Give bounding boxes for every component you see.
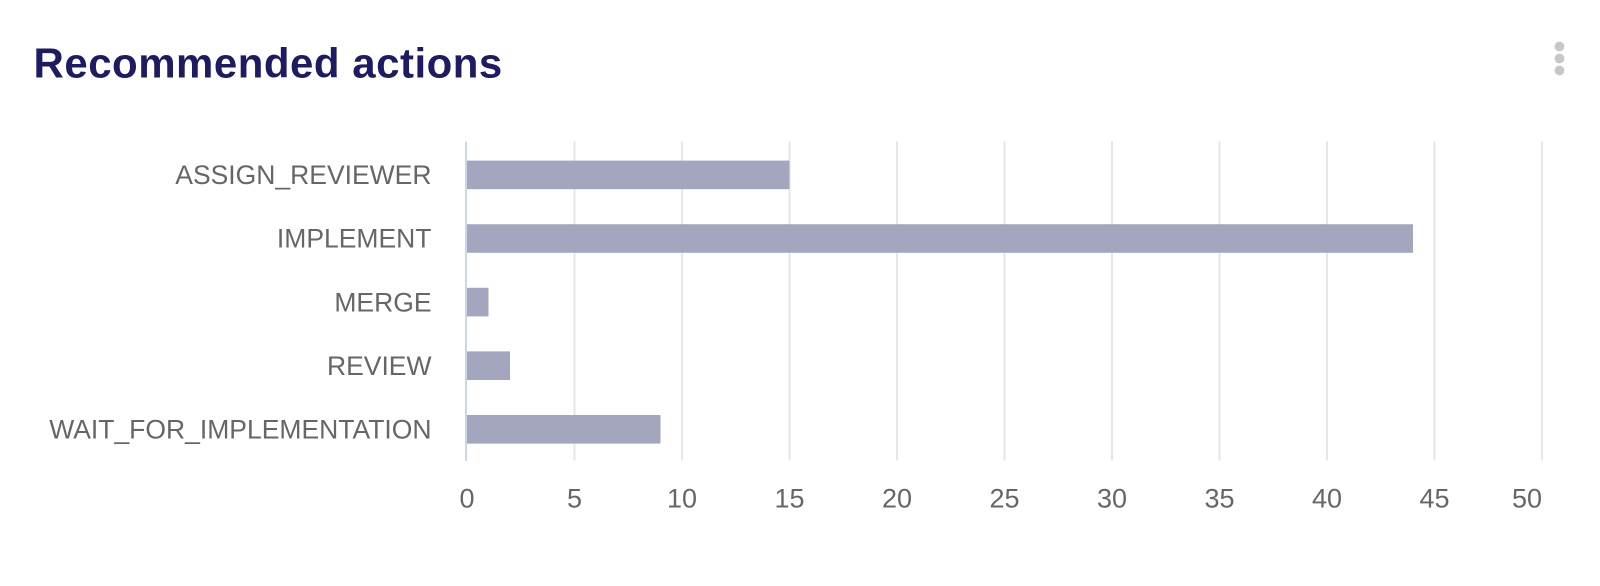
svg-text:WAIT_FOR_IMPLEMENTATION: WAIT_FOR_IMPLEMENTATION — [49, 415, 431, 445]
svg-text:IMPLEMENT: IMPLEMENT — [277, 224, 432, 254]
svg-text:30: 30 — [1097, 484, 1127, 514]
svg-text:5: 5 — [567, 484, 582, 514]
svg-text:0: 0 — [459, 484, 474, 514]
svg-text:50: 50 — [1512, 484, 1542, 514]
svg-text:45: 45 — [1419, 484, 1449, 514]
svg-text:15: 15 — [774, 484, 804, 514]
svg-text:Recommended actions: Recommended actions — [34, 40, 503, 87]
svg-text:MERGE: MERGE — [334, 287, 431, 317]
svg-text:ASSIGN_REVIEWER: ASSIGN_REVIEWER — [175, 160, 431, 190]
svg-text:35: 35 — [1204, 484, 1234, 514]
svg-text:40: 40 — [1312, 484, 1342, 514]
svg-text:REVIEW: REVIEW — [327, 351, 432, 381]
svg-text:25: 25 — [989, 484, 1019, 514]
svg-text:20: 20 — [882, 484, 912, 514]
svg-text:10: 10 — [667, 484, 697, 514]
